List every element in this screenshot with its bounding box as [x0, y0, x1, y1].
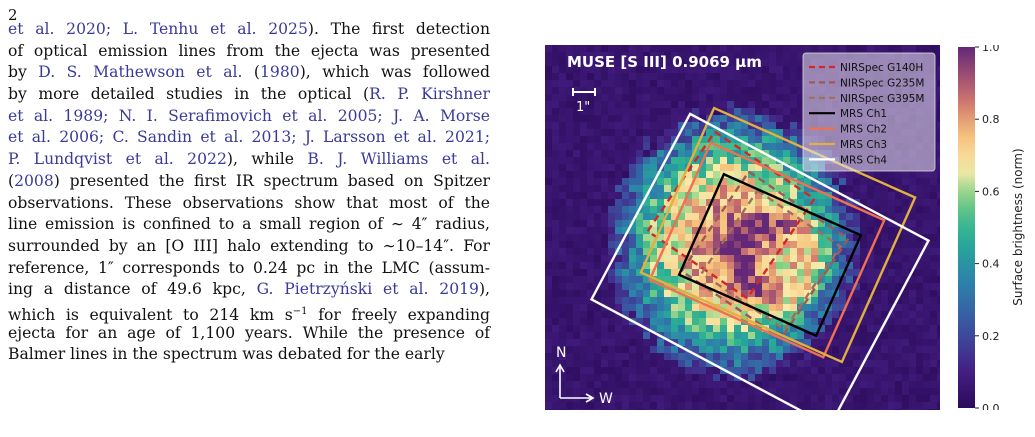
colorbar-tick-label: 0.4	[982, 258, 1000, 271]
citation-link[interactable]: et al. 2006; C. Sandin et al. 2013; J. L…	[8, 128, 490, 147]
text-line: by D. S. Mathewson et al. (1980), which …	[8, 62, 490, 84]
text-line: P. Lundqvist et al. 2022), while B. J. W…	[8, 149, 490, 171]
text-line: ejecta for an age of 1,100 years. While …	[8, 323, 490, 345]
text-run: −1	[292, 305, 308, 317]
text-line: et al. 1989; N. I. Serafimovich et al. 2…	[8, 106, 490, 128]
text-run: (	[8, 171, 15, 190]
citation-link[interactable]: et al. 2020; L. Tenhu et al. 2025	[8, 20, 308, 38]
colorbar-tick-label: 0.6	[982, 185, 1000, 198]
colorbar-tick-label: 1.0	[982, 45, 1000, 54]
text-line: line emission is confined to a small reg…	[8, 214, 490, 236]
text-line: reference, 1″ corresponds to 0.24 pc in …	[8, 258, 490, 280]
text-run: surrounded by an [O III] halo extending …	[8, 236, 490, 255]
text-line: observations. These observations show th…	[8, 193, 490, 215]
legend-box	[802, 52, 936, 172]
colorbar: 0.0 0.2 0.4 0.6 0.8 1.0 Surface brightness (no…	[958, 41, 1028, 415]
text-line: surrounded by an [O III] halo extending …	[8, 236, 490, 258]
text-run: observations. These observations show th…	[8, 193, 490, 212]
citation-link[interactable]: B. J. Williams et al.	[307, 150, 490, 169]
text-line: ing a distance of 49.6 kpc, G. Pietrzyńs…	[8, 279, 490, 301]
scale-bar-label: 1"	[576, 100, 590, 115]
text-run: ejecta for an age of 1,100 years. While …	[8, 323, 490, 342]
footprint-mrs-ch2	[648, 141, 886, 359]
footprint-nirspec-g395m	[699, 188, 843, 332]
scale-bar	[572, 88, 596, 96]
text-line: by more detailed studies in the optical …	[8, 84, 490, 106]
text-run: ),	[478, 280, 491, 299]
footprint-mrs-ch1	[677, 172, 863, 338]
figure-title: MUSE [S III] 0.9069 µm	[567, 53, 762, 71]
colorbar-label: Surface brightness (norm)	[1011, 148, 1025, 305]
muse-image-panel: MUSE [S III] 0.9069 µm 1" N W NIRSpec G140H N…	[545, 45, 940, 410]
citation-link[interactable]: P. Lundqvist et al. 2022	[8, 150, 227, 169]
text-run: which is equivalent to 214 km s	[8, 306, 293, 325]
citation-link[interactable]: R. P. Kirshner	[369, 85, 490, 104]
text-run: ing a distance of 49.6 kpc,	[8, 280, 257, 299]
text-run: ), while	[226, 150, 308, 169]
text-line: which is equivalent to 214 km s−1 for fr…	[8, 301, 490, 325]
text-line: et al. 2006; C. Sandin et al. 2013; J. L…	[8, 127, 490, 149]
legend-label: MRS Ch4	[840, 154, 887, 166]
text-run: Balmer lines in the spectrum was debated…	[8, 345, 445, 364]
legend-label: NIRSpec G235M	[840, 77, 924, 89]
citation-link[interactable]: D. S. Mathewson et al.	[38, 63, 243, 82]
body-text: et al. 2020; L. Tenhu et al. 2025). The …	[8, 19, 490, 366]
text-run: for freely expanding	[307, 306, 490, 325]
footprint-nirspec-g235m	[680, 170, 850, 340]
colorbar-svg: 0.0 0.2 0.4 0.6 0.8 1.0 Surface brightness (no…	[958, 41, 1025, 415]
colorbar-tick-label: 0.2	[982, 330, 1000, 343]
citation-link[interactable]: et al. 1989; N. I. Serafimovich et al. 2…	[8, 106, 490, 125]
text-run: by	[8, 63, 39, 82]
text-run: by more detailed studies in the optical …	[8, 85, 370, 104]
legend-label: MRS Ch1	[840, 108, 887, 120]
compass-arrows	[555, 363, 595, 403]
legend-label: MRS Ch3	[840, 139, 887, 151]
compass-north-label: N	[556, 345, 566, 361]
legend-label: MRS Ch2	[840, 124, 887, 136]
colorbar-tick-label: 0.0	[982, 402, 1000, 410]
citation-link[interactable]: 1980	[260, 63, 300, 82]
colorbar-gradient	[958, 47, 975, 408]
text-line: of optical emission lines from the eject…	[8, 41, 490, 63]
text-line: Balmer lines in the spectrum was debated…	[8, 344, 490, 366]
citation-link[interactable]: G. Pietrzyński et al. 2019	[256, 280, 479, 299]
text-run: ) presented the first IR spectrum based …	[53, 171, 490, 190]
text-run: ). The first detection	[307, 20, 490, 38]
text-line: et al. 2020; L. Tenhu et al. 2025). The …	[8, 19, 490, 41]
footprint-mrs-ch4	[589, 112, 931, 410]
legend-label: NIRSpec G140H	[840, 62, 923, 74]
compass-west-label: W	[599, 391, 613, 407]
page-number: 2	[8, 6, 18, 24]
text-run: (	[242, 63, 260, 82]
text-run: reference, 1″ corresponds to 0.24 pc in …	[8, 258, 490, 277]
legend-label: NIRSpec G395M	[840, 93, 924, 105]
text-run: of optical emission lines from the eject…	[8, 41, 490, 60]
legend: NIRSpec G140H NIRSpec G235M NIRSpec G395M M…	[802, 52, 936, 172]
text-line: (2008) presented the first IR spectrum b…	[8, 171, 490, 193]
text-run: line emission is confined to a small reg…	[8, 215, 490, 234]
citation-link[interactable]: 2008	[14, 171, 54, 190]
colorbar-tick-label: 0.8	[982, 113, 1000, 126]
text-run: ), which was followed	[299, 63, 491, 82]
